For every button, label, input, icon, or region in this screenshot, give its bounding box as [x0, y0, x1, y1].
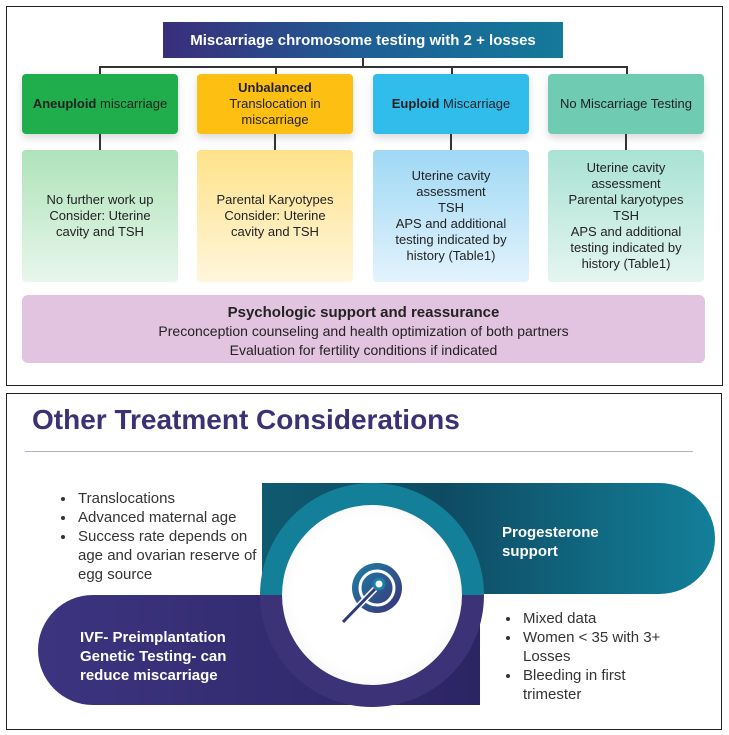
ivf-label: IVF- Preimplantation Genetic Testing- ca… [80, 629, 227, 684]
bullet-item: Advanced maternal age [76, 508, 266, 527]
content-line: assessment [591, 176, 661, 191]
content-line: Parental karyotypes [568, 192, 684, 207]
content-line: APS and additional [395, 216, 507, 231]
connector [451, 66, 453, 75]
content-line: Consider: Uterine [224, 208, 326, 223]
flowchart-panel [6, 6, 723, 386]
content-line: APS and additional [570, 224, 682, 239]
category-bold: Unbalanced [238, 80, 312, 95]
bullet-item: Women < 35 with 3+ Losses [521, 628, 681, 666]
connector [99, 66, 627, 68]
ivf-bullets: Translocations Advanced maternal age Suc… [60, 489, 266, 584]
category-header: No Miscarriage Testing [548, 74, 704, 134]
category-bold: Euploid [391, 96, 440, 111]
support-box: Psychologic support and reassurance Prec… [22, 295, 705, 363]
flowchart-title: Miscarriage chromosome testing with 2 + … [163, 22, 563, 58]
progesterone-label: Progesterone support [502, 524, 599, 560]
bullet-item: Bleeding in first trimester [521, 666, 681, 704]
connector [626, 66, 628, 75]
category-bold: Aneuploid [32, 96, 97, 111]
content-line: TSH [613, 208, 639, 223]
content-line: Uterine cavity [586, 160, 666, 175]
content-line: history (Table1) [581, 256, 671, 271]
content-line: cavity and TSH [231, 224, 319, 239]
category-label: miscarriage [96, 96, 168, 111]
bullet-item: Translocations [76, 489, 266, 508]
connector [275, 66, 277, 75]
connector [274, 134, 276, 150]
category-header: Aneuploid miscarriage [22, 74, 178, 134]
content-line: TSH [437, 200, 464, 215]
content-line: cavity and TSH [56, 224, 144, 239]
content-line: Parental Karyotypes [216, 192, 334, 207]
treatments-panel [6, 393, 722, 730]
progesterone-bullets: Mixed data Women < 35 with 3+ Losses Ble… [505, 609, 681, 704]
connector [99, 134, 101, 150]
category-header: Unbalanced Translocation in miscarriage [197, 74, 353, 134]
egg-cell-sperm-icon [340, 563, 402, 625]
content-line: Consider: Uterine [49, 208, 151, 223]
support-title: Psychologic support and reassurance [227, 304, 500, 321]
content-line: Uterine cavity [411, 168, 491, 183]
support-line: Preconception counseling and health opti… [158, 323, 569, 339]
category-content: Uterine cavity assessment TSH APS and addit… [373, 150, 529, 282]
category-label: Translocation in miscarriage [229, 96, 321, 127]
content-line: testing indicated by [395, 232, 507, 247]
category-content: No further work up Consider: Uterine cavit… [22, 150, 178, 282]
connector [362, 58, 364, 67]
bullet-item: Success rate depends on age and ovarian … [76, 527, 266, 584]
category-header: Euploid Miscarriage [373, 74, 529, 134]
category-label: No Miscarriage Testing [560, 96, 692, 111]
treatments-title: Other Treatment Considerations [32, 404, 460, 435]
divider [25, 451, 693, 452]
category-content: Parental Karyotypes Consider: Uterine cavi… [197, 150, 353, 282]
support-line: Evaluation for fertility conditions if i… [229, 342, 498, 358]
content-line: history (Table1) [406, 248, 496, 263]
content-line: assessment [416, 184, 486, 199]
connector [625, 134, 627, 150]
content-line: testing indicated by [570, 240, 682, 255]
connector [450, 134, 452, 150]
category-label: Miscarriage [439, 96, 511, 111]
content-line: No further work up [46, 192, 154, 207]
bullet-item: Mixed data [521, 609, 681, 628]
category-content: Uterine cavity assessment Parental karyoty… [548, 150, 704, 282]
connector [99, 66, 101, 75]
